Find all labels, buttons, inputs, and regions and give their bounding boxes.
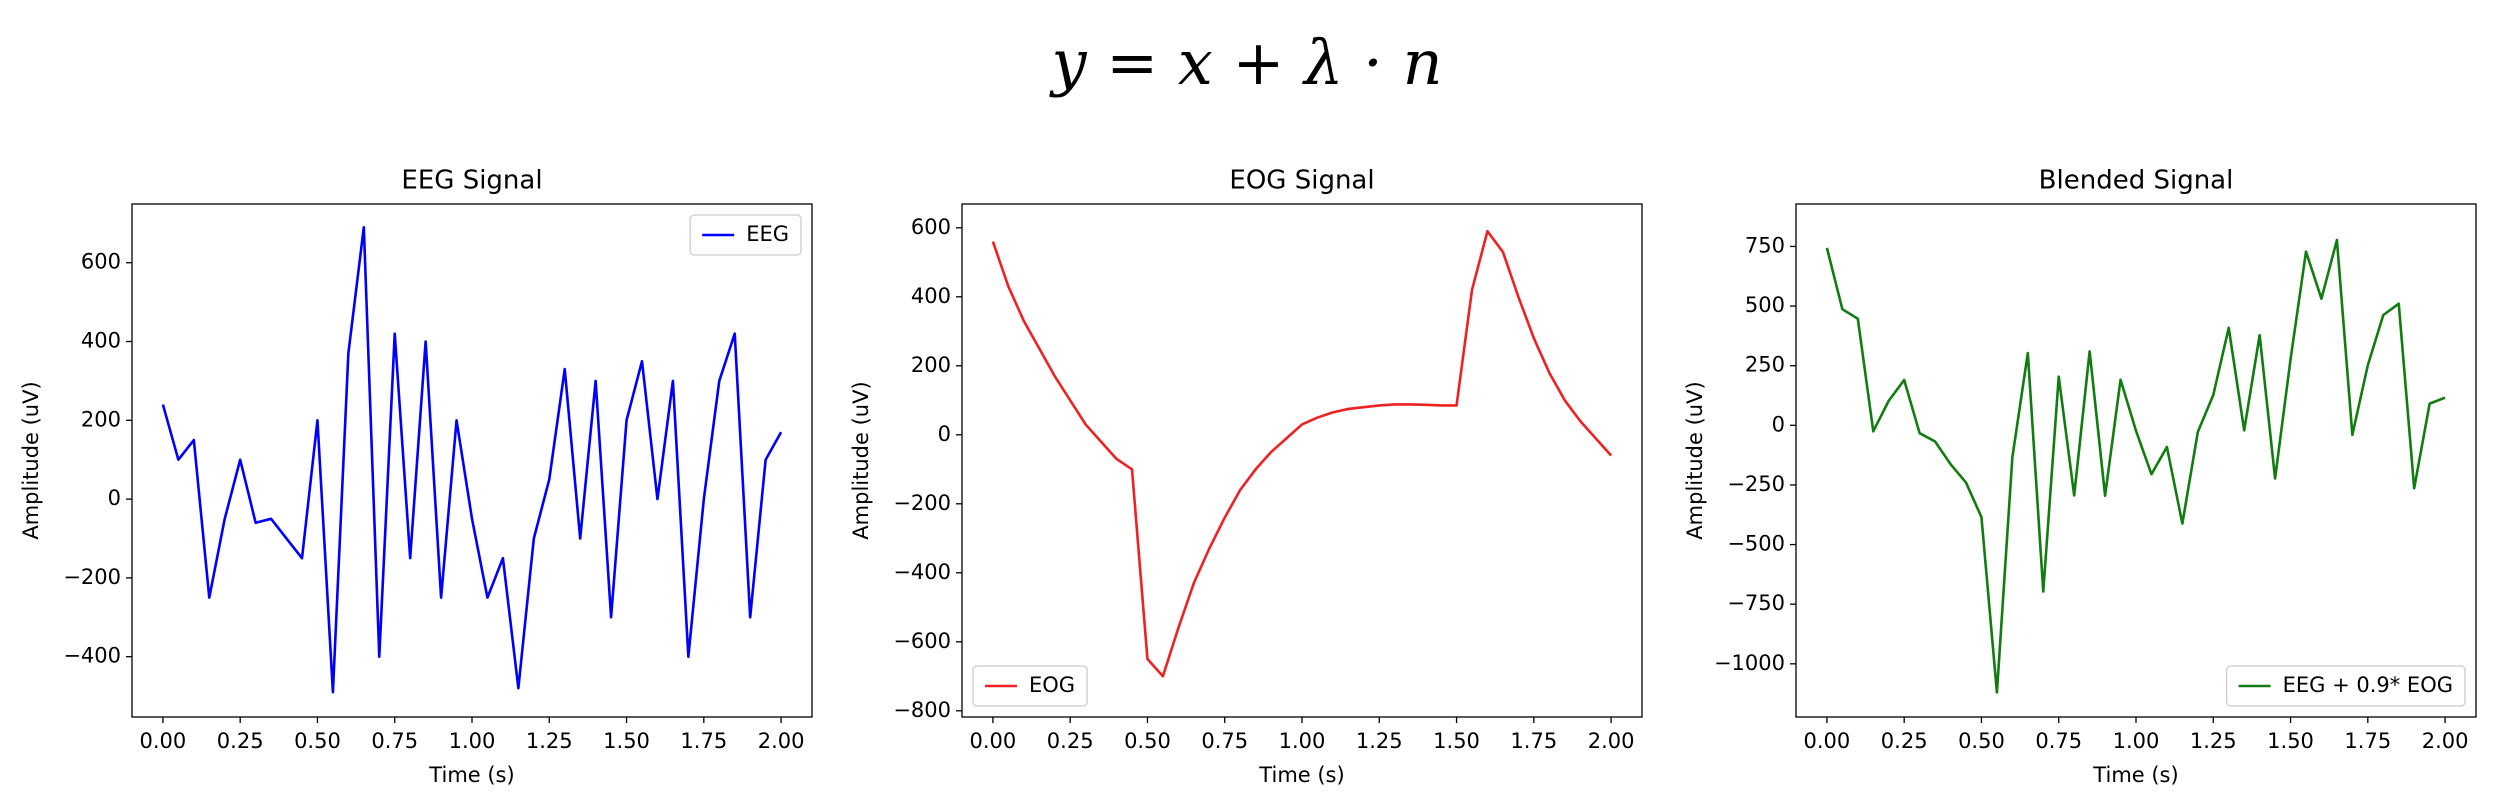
- x-axis-label: Time (s): [1258, 763, 1344, 787]
- data-line: [991, 229, 1613, 678]
- y-tick-label: 0: [938, 422, 951, 446]
- x-tick-label: 1.75: [680, 729, 727, 753]
- x-tick-label: 0.25: [1881, 729, 1928, 753]
- y-tick-label: −200: [893, 491, 951, 515]
- axes-frame: [131, 203, 813, 718]
- figure-title: y = x + λ · n: [1048, 26, 1442, 99]
- x-tick-label: 1.50: [1433, 729, 1480, 753]
- x-tick-label: 0.25: [217, 729, 264, 753]
- y-tick-label: −400: [893, 560, 951, 584]
- x-tick-label: 1.25: [1356, 729, 1403, 753]
- legend: EEG + 0.9* EOG: [2225, 665, 2466, 707]
- y-tick-label: 500: [1745, 293, 1785, 317]
- axes-frame: [961, 203, 1643, 718]
- axes-frame: [1795, 203, 2477, 718]
- x-tick-label: 0.00: [1804, 729, 1851, 753]
- y-tick-label: −400: [63, 644, 121, 668]
- y-tick-label: 0: [108, 486, 121, 510]
- legend-box: [689, 214, 802, 256]
- x-tick-label: 0.25: [1047, 729, 1094, 753]
- y-tick-label: 0: [1772, 412, 1785, 436]
- x-tick-label: 1.00: [1279, 729, 1326, 753]
- y-tick-label: 250: [1745, 353, 1785, 377]
- x-tick-label: 1.50: [603, 729, 650, 753]
- data-line: [161, 225, 783, 694]
- y-tick-label: −600: [893, 629, 951, 653]
- chart-title: Blended Signal: [2039, 166, 2234, 196]
- y-tick-label: 400: [911, 284, 951, 308]
- y-tick-label: 600: [911, 215, 951, 239]
- y-tick-label: 200: [81, 407, 121, 431]
- x-tick-label: 0.00: [970, 729, 1017, 753]
- x-tick-label: 0.75: [371, 729, 418, 753]
- legend-box: [972, 665, 1088, 707]
- y-tick-label: 750: [1745, 233, 1785, 257]
- x-axis-label: Time (s): [2092, 763, 2178, 787]
- x-tick-label: 1.75: [2344, 729, 2391, 753]
- y-tick-label: −750: [1727, 591, 1785, 615]
- x-tick-label: 0.50: [294, 729, 341, 753]
- legend: EEG: [689, 214, 802, 256]
- x-tick-label: 1.00: [2113, 729, 2160, 753]
- chart-title: EOG Signal: [1229, 166, 1374, 196]
- x-tick-label: 1.00: [449, 729, 496, 753]
- y-tick-label: 400: [81, 329, 121, 353]
- y-tick-label: 600: [81, 250, 121, 274]
- x-axis-label: Time (s): [428, 763, 514, 787]
- y-tick-label: −250: [1727, 472, 1785, 496]
- legend: EOG: [972, 665, 1088, 707]
- x-tick-label: 2.00: [758, 729, 805, 753]
- x-tick-label: 2.00: [2422, 729, 2469, 753]
- data-line: [1825, 238, 2446, 694]
- y-tick-label: −1000: [1714, 651, 1785, 675]
- y-axis-label: Amplitude (uV): [1683, 381, 1707, 539]
- x-tick-label: 1.25: [2190, 729, 2237, 753]
- x-tick-label: 0.50: [1958, 729, 2005, 753]
- legend-box: [2225, 665, 2466, 707]
- x-tick-label: 1.50: [2267, 729, 2314, 753]
- legend-label: EEG: [746, 222, 789, 246]
- y-tick-label: −500: [1727, 532, 1785, 556]
- x-tick-label: 1.75: [1510, 729, 1557, 753]
- y-axis-label: Amplitude (uV): [849, 381, 873, 539]
- y-axis-label: Amplitude (uV): [19, 381, 43, 539]
- x-tick-label: 0.00: [140, 729, 187, 753]
- x-tick-label: 0.75: [2035, 729, 2082, 753]
- legend-label: EEG + 0.9* EOG: [2283, 673, 2453, 697]
- y-tick-label: −200: [63, 565, 121, 589]
- y-tick-label: −800: [893, 698, 951, 722]
- y-tick-label: 200: [911, 353, 951, 377]
- x-tick-label: 2.00: [1588, 729, 1635, 753]
- x-tick-label: 0.75: [1201, 729, 1248, 753]
- x-tick-label: 1.25: [526, 729, 573, 753]
- legend-label: EOG: [1029, 673, 1075, 697]
- x-tick-label: 0.50: [1124, 729, 1171, 753]
- chart-title: EEG Signal: [401, 166, 542, 196]
